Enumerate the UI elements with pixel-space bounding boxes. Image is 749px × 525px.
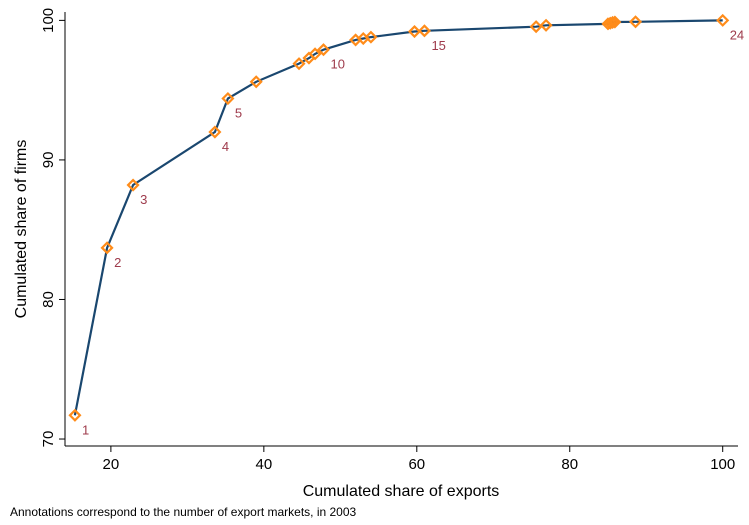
data-point-labels: 1 2 3 4 5 10 15 24 — [82, 27, 744, 437]
data-point-marker — [68, 408, 82, 422]
data-point-marker — [126, 178, 140, 192]
data-point-marker — [221, 91, 235, 106]
data-point-marker — [407, 24, 422, 39]
y-axis-title: Cumulated share of firms — [13, 140, 30, 319]
series-line — [73, 19, 723, 416]
x-axis-title: Cumulated share of exports — [303, 483, 500, 500]
data-point-marker — [417, 24, 431, 38]
data-point-marker — [628, 15, 643, 29]
data-point-marker — [308, 47, 322, 61]
data-point-marker — [249, 75, 263, 89]
y-tick-label: 100 — [40, 8, 57, 33]
data-point-marker — [364, 30, 378, 44]
data-point-marker — [292, 57, 306, 71]
series-line-group — [73, 19, 723, 416]
data-point-marker — [716, 13, 730, 27]
data-point-label: 1 — [82, 422, 89, 437]
data-point-marker — [316, 43, 331, 57]
x-tick-label: 60 — [408, 456, 425, 473]
x-tick-label: 20 — [103, 456, 120, 473]
x-tick-label: 100 — [710, 456, 735, 473]
data-point-marker — [608, 15, 622, 29]
data-point-label: 10 — [330, 57, 344, 72]
data-markers — [68, 13, 730, 422]
data-point-label: 15 — [431, 38, 445, 53]
x-ticks: 20 40 60 80 100 — [103, 446, 735, 473]
y-tick-label: 90 — [40, 152, 57, 169]
data-point-label: 4 — [222, 139, 229, 154]
data-point-marker — [539, 18, 553, 32]
y-ticks: 70 80 90 100 — [40, 8, 65, 448]
data-point-marker — [529, 20, 543, 34]
chart-note: Annotations correspond to the number of … — [10, 505, 357, 519]
data-point-label: 5 — [235, 106, 242, 121]
x-tick-label: 40 — [255, 456, 272, 473]
y-tick-label: 80 — [40, 291, 57, 308]
data-point-marker — [100, 241, 114, 255]
data-point-label: 2 — [114, 255, 121, 270]
data-point-label: 3 — [140, 192, 147, 207]
x-tick-label: 80 — [561, 456, 578, 473]
data-point-marker — [603, 16, 617, 30]
data-point-marker — [606, 15, 620, 30]
data-point-marker — [208, 125, 222, 139]
y-tick-label: 70 — [40, 431, 57, 448]
data-point-label: 24 — [730, 27, 744, 42]
